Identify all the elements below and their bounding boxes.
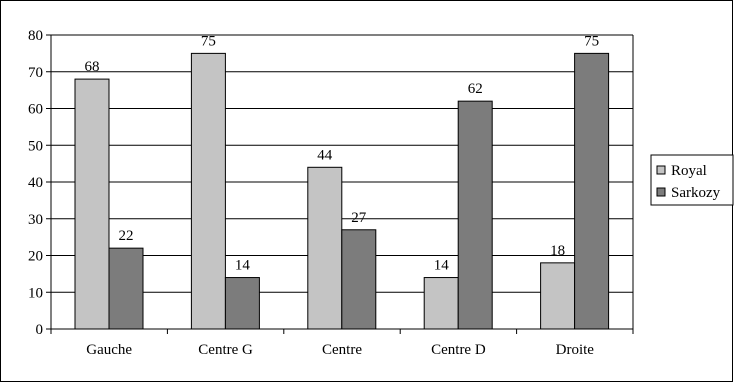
bar-sarkozy-0 — [108, 247, 144, 330]
bar-royal-0 — [74, 78, 110, 330]
y-tick-label: 80 — [28, 28, 43, 44]
data-label: 14 — [235, 258, 251, 274]
bars — [74, 52, 610, 330]
data-label: 27 — [351, 210, 367, 226]
x-tick-label: Centre G — [198, 342, 253, 358]
data-label: 44 — [317, 147, 333, 163]
y-tick-label: 30 — [28, 212, 43, 228]
labels: 0 10 20 30 40 50 60 70 80 68 22 Gauche 75 14 Centre G 4… — [28, 28, 599, 358]
axes — [46, 34, 634, 334]
x-tick-label: Centre — [322, 342, 362, 358]
bar-royal-4 — [540, 262, 576, 330]
x-tick-label: Droite — [556, 342, 595, 358]
bar-sarkozy-4 — [574, 52, 610, 330]
data-label: 75 — [201, 33, 216, 49]
legend: Royal Sarkozy — [650, 154, 734, 206]
bar-sarkozy-3 — [457, 100, 493, 330]
data-label: 62 — [468, 81, 483, 97]
y-tick-label: 20 — [28, 249, 43, 265]
legend-box — [650, 154, 734, 206]
x-tick-label: Centre D — [431, 342, 486, 358]
bar-royal-3 — [423, 277, 459, 330]
bar-royal-2 — [307, 166, 343, 330]
bar-sarkozy-2 — [341, 229, 377, 330]
legend-label-royal: Royal — [671, 163, 707, 179]
data-label: 18 — [550, 243, 565, 259]
legend-swatch-sarkozy — [656, 187, 666, 197]
y-tick-label: 10 — [28, 285, 43, 301]
y-tick-label: 50 — [28, 138, 43, 154]
bar-sarkozy-1 — [224, 277, 260, 330]
legend-label-sarkozy: Sarkozy — [671, 185, 721, 201]
legend-swatch-royal — [656, 165, 666, 175]
y-tick-label: 0 — [36, 322, 44, 338]
data-label: 14 — [434, 258, 450, 274]
y-tick-label: 70 — [28, 65, 43, 81]
data-label: 68 — [85, 59, 100, 75]
x-tick-label: Gauche — [86, 342, 132, 358]
data-label: 22 — [119, 228, 134, 244]
y-tick-label: 60 — [28, 102, 43, 118]
bar-royal-1 — [190, 52, 226, 330]
y-tick-label: 40 — [28, 175, 43, 191]
data-label: 75 — [584, 33, 599, 49]
